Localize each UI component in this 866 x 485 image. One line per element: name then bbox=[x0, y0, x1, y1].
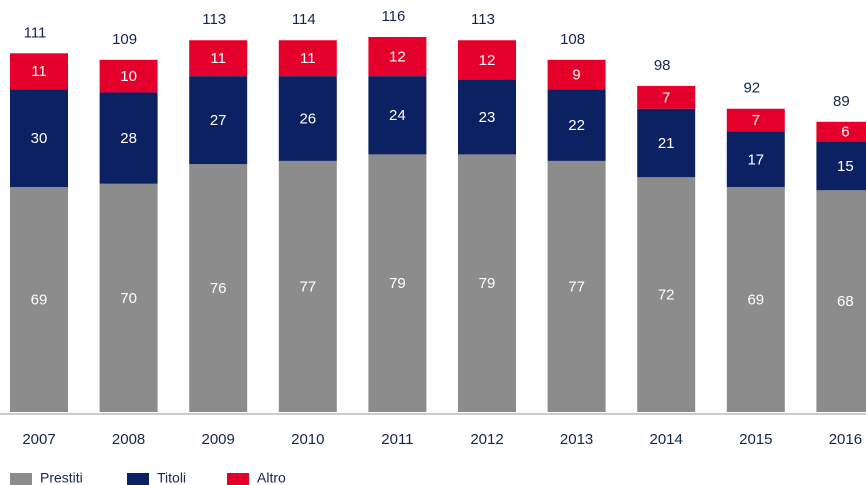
bar-segment bbox=[278, 40, 337, 77]
x-tick-label: 2008 bbox=[112, 431, 145, 448]
segment-label: 7 bbox=[752, 112, 760, 129]
legend-label: Altro bbox=[257, 470, 286, 485]
bar-segment bbox=[547, 59, 606, 90]
x-tick-label: 2014 bbox=[650, 431, 683, 448]
segment-label: 79 bbox=[389, 275, 406, 292]
segment-label: 9 bbox=[572, 66, 580, 83]
x-tick-label: 2007 bbox=[22, 431, 55, 448]
bar-segment bbox=[10, 187, 68, 412]
segment-label: 6 bbox=[841, 124, 849, 141]
segment-label: 77 bbox=[568, 278, 585, 295]
total-label: 108 bbox=[560, 31, 585, 48]
legend-label: Titoli bbox=[157, 470, 186, 485]
bar-segment bbox=[637, 85, 696, 109]
segment-label: 68 bbox=[837, 293, 854, 310]
bar-segment bbox=[726, 108, 785, 132]
legend-swatch bbox=[227, 473, 249, 485]
total-label: 89 bbox=[833, 93, 850, 110]
bar-segment bbox=[816, 141, 866, 191]
bar-segment bbox=[189, 40, 248, 77]
segment-label: 11 bbox=[210, 50, 226, 67]
segment-label: 77 bbox=[299, 278, 316, 295]
segment-label: 10 bbox=[120, 68, 137, 85]
bar-segment bbox=[547, 89, 606, 161]
segment-label: 26 bbox=[299, 110, 316, 127]
segment-label: 28 bbox=[120, 130, 137, 147]
total-label: 113 bbox=[202, 11, 226, 28]
total-label: 116 bbox=[381, 8, 405, 25]
bar-segment bbox=[637, 108, 696, 178]
segment-label: 69 bbox=[747, 291, 764, 308]
segment-label: 12 bbox=[389, 49, 406, 66]
x-tick-label: 2010 bbox=[291, 431, 324, 448]
bar-segment bbox=[726, 131, 785, 187]
segment-label: 11 bbox=[31, 63, 47, 80]
bar-segment bbox=[99, 183, 158, 412]
x-tick-label: 2013 bbox=[560, 431, 593, 448]
segment-label: 22 bbox=[568, 117, 585, 134]
bar-segment bbox=[547, 160, 606, 412]
segment-label: 79 bbox=[479, 275, 496, 292]
segment-label: 72 bbox=[658, 287, 675, 304]
segment-label: 21 bbox=[658, 135, 675, 152]
bar-segment bbox=[368, 76, 427, 155]
bar-segment bbox=[458, 40, 516, 80]
segment-label: 11 bbox=[300, 50, 316, 67]
bar-segment bbox=[278, 76, 337, 161]
total-label: 113 bbox=[471, 11, 495, 28]
bar-segment bbox=[99, 59, 158, 93]
bar-segment bbox=[726, 187, 785, 412]
bar-segment bbox=[637, 177, 696, 412]
x-tick-label: 2012 bbox=[470, 431, 503, 448]
bar-segment bbox=[189, 164, 248, 412]
segment-label: 27 bbox=[210, 112, 227, 129]
total-label: 114 bbox=[292, 11, 316, 28]
segment-label: 12 bbox=[479, 52, 496, 69]
bar-segment bbox=[10, 53, 68, 90]
segment-label: 17 bbox=[747, 151, 764, 168]
x-tick-label: 2009 bbox=[202, 431, 235, 448]
segment-label: 7 bbox=[662, 89, 670, 106]
legend-label: Prestiti bbox=[40, 470, 83, 485]
x-tick-label: 2011 bbox=[381, 431, 413, 448]
bar-segment bbox=[368, 37, 427, 77]
legend-swatch bbox=[127, 473, 149, 485]
bar-segment bbox=[189, 76, 248, 165]
segment-label: 24 bbox=[389, 107, 406, 124]
total-label: 109 bbox=[112, 31, 137, 48]
total-label: 111 bbox=[24, 24, 47, 41]
total-label: 92 bbox=[743, 80, 760, 97]
segment-label: 69 bbox=[31, 291, 48, 308]
x-tick-label: 2015 bbox=[739, 431, 772, 448]
bar-segment bbox=[368, 154, 427, 413]
bar-segment bbox=[99, 92, 158, 184]
x-tick-label: 2016 bbox=[829, 431, 862, 448]
bar-segment bbox=[10, 89, 68, 187]
segment-label: 30 bbox=[31, 130, 48, 147]
segment-label: 15 bbox=[837, 158, 854, 175]
segment-label: 76 bbox=[210, 280, 227, 297]
bar-segment bbox=[816, 121, 866, 142]
bar-segment bbox=[458, 79, 516, 155]
bar-segment bbox=[278, 160, 337, 412]
segment-label: 70 bbox=[120, 290, 137, 307]
bar-segment bbox=[458, 154, 516, 413]
legend-swatch bbox=[10, 473, 32, 485]
bar-segment bbox=[816, 190, 866, 412]
total-label: 98 bbox=[654, 57, 671, 74]
segment-label: 23 bbox=[479, 109, 496, 126]
